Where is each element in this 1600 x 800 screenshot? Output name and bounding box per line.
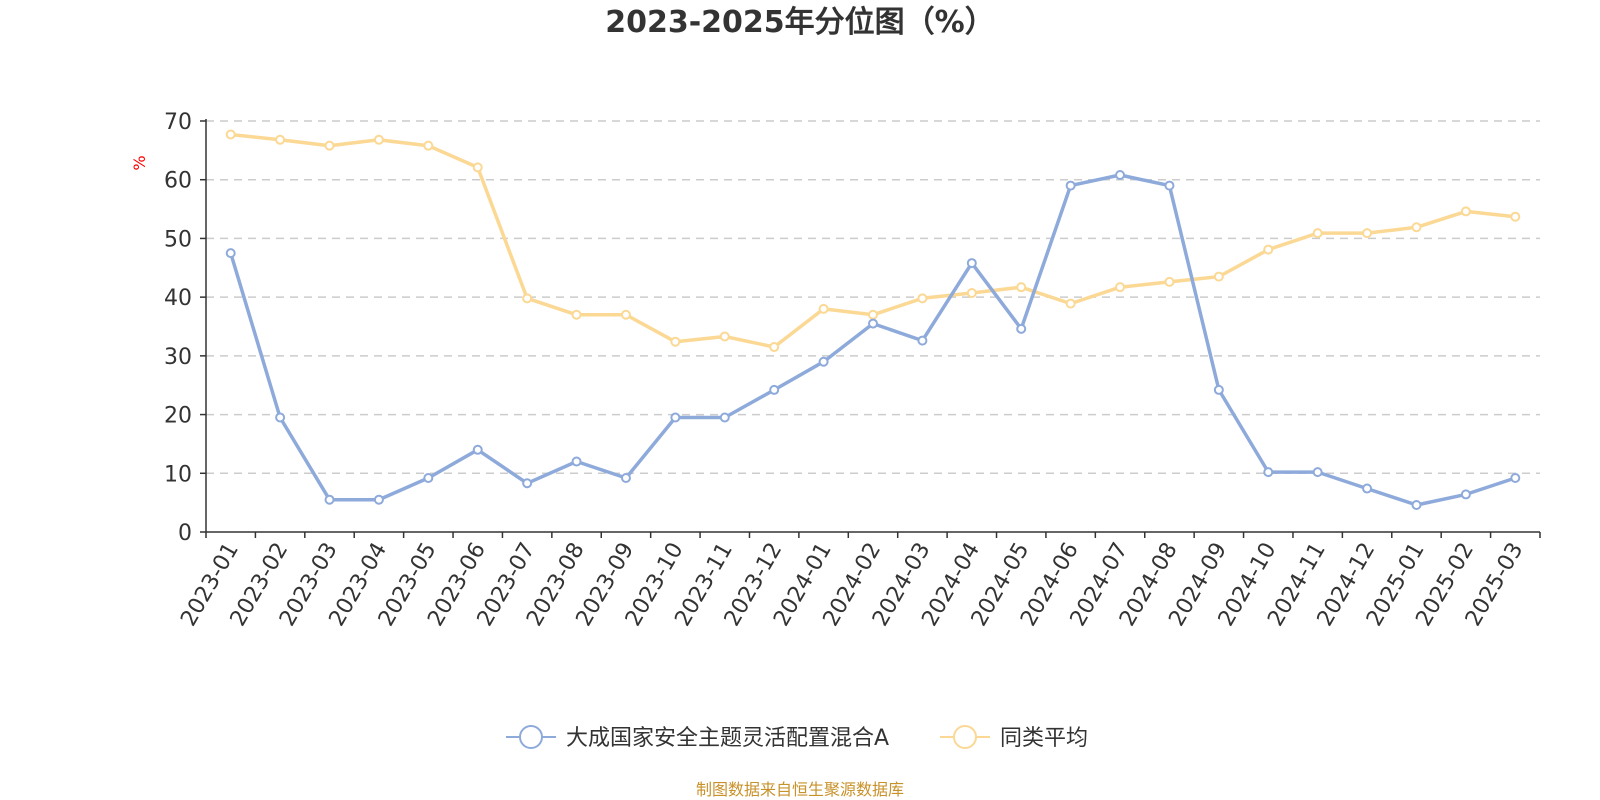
data-point-1-13 [868,309,878,320]
y-tick-label-0: 0 [178,521,192,546]
chart-title: 2023-2025年分位图（%） [605,5,995,40]
data-point-0-8 [620,472,631,483]
legend-label-1: 同类平均 [1000,726,1088,751]
data-point-0-6 [522,478,533,489]
y-tick-label-30: 30 [164,345,192,370]
data-point-0-5 [472,444,483,455]
data-point-0-20 [1213,384,1224,395]
data-point-1-4 [423,140,434,151]
data-point-0-23 [1362,483,1373,494]
data-point-0-16 [1016,323,1027,334]
data-point-1-12 [818,303,829,314]
data-point-0-26 [1510,472,1521,483]
data-point-0-19 [1164,180,1175,191]
series-1 [225,129,1521,353]
series-line-0 [229,173,1516,507]
data-point-0-17 [1065,180,1076,191]
data-point-1-20 [1213,271,1224,282]
data-source-note: 制图数据来自恒生聚源数据库 [696,780,904,799]
data-point-1-17 [1065,298,1076,309]
data-point-1-18 [1115,282,1126,293]
x-axis-ticks: 2023-012023-022023-032023-042023-052023-… [176,532,1541,631]
data-point-1-19 [1164,276,1175,287]
data-point-0-14 [917,335,928,346]
y-tick-label-40: 40 [164,286,192,311]
y-tick-label-10: 10 [164,462,192,487]
legend-marker-0 [519,725,543,749]
data-point-1-14 [917,293,928,304]
data-point-1-23 [1362,228,1373,239]
y-tick-label-20: 20 [164,404,192,429]
data-point-0-21 [1263,467,1274,478]
data-point-0-15 [966,258,977,269]
data-point-0-12 [818,356,829,367]
data-point-0-4 [423,472,434,483]
legend-item-1[interactable]: 同类平均 [940,725,1088,751]
data-point-1-15 [966,288,977,299]
data-point-1-25 [1460,206,1471,217]
y-axis-ticks: 0 10 20 30 40 50 60 70 [164,110,206,546]
data-point-0-3 [373,494,384,505]
data-point-1-16 [1016,282,1027,293]
y-tick-label-60: 60 [164,169,192,194]
y-tick-label-50: 50 [164,227,192,252]
data-point-0-7 [571,456,582,467]
data-point-1-0 [225,129,236,140]
data-point-0-0 [225,248,236,259]
legend-marker-1 [953,725,977,749]
y-axis-label: % [130,155,149,170]
data-point-1-22 [1312,228,1323,239]
data-point-0-25 [1460,489,1471,500]
axes [205,119,1540,533]
data-point-1-1 [275,134,286,145]
data-point-0-2 [324,494,335,505]
data-point-0-9 [670,412,681,423]
data-point-1-21 [1263,244,1274,255]
data-point-1-9 [670,336,681,347]
data-point-0-11 [769,384,780,395]
gridlines [206,120,1540,475]
data-point-0-22 [1312,467,1323,478]
legend-item-0[interactable]: 大成国家安全主题灵活配置混合A [506,725,889,751]
data-point-1-5 [472,162,483,173]
data-point-1-24 [1411,222,1422,233]
legend-label-0: 大成国家安全主题灵活配置混合A [566,726,889,751]
data-point-1-2 [324,140,335,151]
data-point-1-11 [769,342,780,353]
data-point-1-26 [1510,211,1521,222]
series-layer [225,129,1521,510]
legend[interactable]: 大成国家安全主题灵活配置混合A 同类平均 [506,725,1088,751]
data-point-0-24 [1411,499,1422,510]
y-tick-label-70: 70 [164,110,192,135]
data-point-0-13 [868,318,878,329]
series-0 [225,170,1521,510]
data-point-1-10 [719,331,730,342]
data-point-0-10 [719,412,730,423]
data-point-1-3 [373,134,384,145]
data-point-1-7 [571,309,582,320]
data-point-1-8 [620,309,631,320]
data-point-1-6 [522,293,533,304]
data-point-0-1 [275,412,286,423]
data-point-0-18 [1115,170,1126,181]
